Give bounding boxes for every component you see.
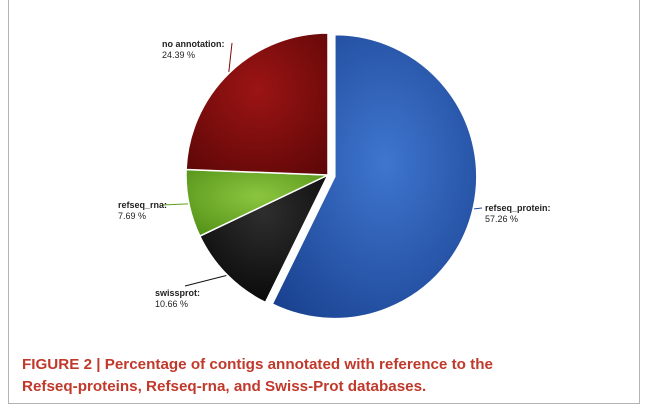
caption-line-1: FIGURE 2 | Percentage of contigs annotat… (22, 356, 493, 373)
pie-slice-no-annotation (185, 32, 329, 176)
slice-label-value: 57.26 % (485, 214, 518, 224)
slice-label-value: 10.66 % (155, 299, 188, 309)
slice-label-name: refseq_rna: (118, 200, 167, 210)
figure-frame (8, 0, 640, 404)
pie-slice-refseq-protein (271, 33, 478, 320)
slice-label-name: refseq_protein: (485, 203, 551, 213)
slice-label-name: swissprot: (155, 288, 200, 298)
caption-line-2: Refseq-proteins, Refseq-rna, and Swiss-P… (22, 378, 427, 395)
pie-chart: refseq_protein:57.26 % swissprot:10.66 % r… (118, 32, 551, 320)
figure-caption: FIGURE 2 | Percentage of contigs annotat… (22, 354, 622, 398)
slice-label-value: 24.39 % (162, 50, 195, 60)
leader-line-refseq-protein (474, 207, 483, 210)
pie-slice-swissprot (198, 173, 330, 304)
slice-label-name: no annotation: (162, 39, 225, 49)
slice-label-value: 7.69 % (118, 211, 146, 221)
leader-line-refseq-rna (161, 203, 188, 206)
leader-line-swissprot (184, 275, 227, 287)
leader-line-no-annotation (228, 42, 233, 73)
